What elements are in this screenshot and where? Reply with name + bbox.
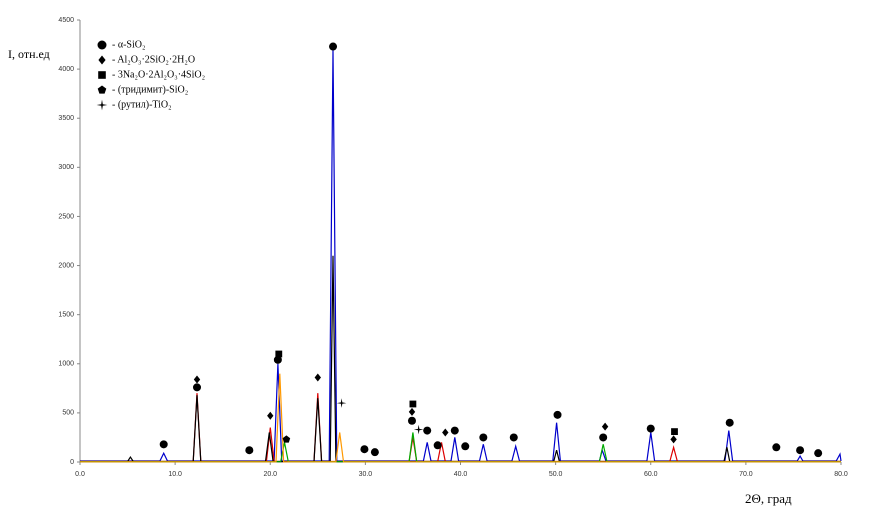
phase-marker (407, 416, 416, 425)
diffraction-trace (80, 255, 841, 463)
phase-marker (461, 442, 470, 451)
phase-marker (273, 355, 282, 364)
phase-marker (245, 446, 254, 455)
x-axis-label: 2Θ, град (745, 491, 792, 506)
phase-marker (423, 426, 432, 435)
phase-marker (442, 428, 449, 437)
phase-marker (282, 435, 291, 443)
phase-marker (275, 350, 283, 358)
y-tick-label: 2000 (58, 262, 74, 269)
x-tick-label: 10.0 (168, 471, 182, 478)
phase-marker (433, 441, 442, 450)
x-tick-label: 0.0 (75, 471, 85, 478)
phase-marker (479, 433, 488, 442)
y-tick-label: 3500 (58, 115, 74, 122)
phase-marker (772, 443, 781, 452)
phase-marker (796, 446, 805, 455)
y-tick-label: 4000 (58, 66, 74, 73)
phase-marker (670, 435, 677, 444)
y-tick-label: 0 (70, 459, 74, 466)
x-tick-label: 60.0 (644, 471, 658, 478)
legend-label: - Al₂O₃·2SiO₂·2H₂O (112, 54, 195, 65)
legend-symbol (98, 71, 106, 79)
x-tick-label: 50.0 (549, 471, 563, 478)
x-tick-label: 70.0 (739, 471, 753, 478)
phase-marker (336, 398, 347, 408)
x-tick-label: 80.0 (834, 471, 848, 478)
phase-marker (370, 448, 379, 457)
phase-marker (725, 418, 734, 427)
legend-label: - (рутил)-TiO₂ (112, 99, 172, 110)
phase-marker (267, 411, 274, 420)
phase-marker (360, 445, 369, 454)
phase-marker (450, 426, 459, 435)
x-tick-label: 20.0 (263, 471, 277, 478)
legend-label: - α-SiO₂ (112, 39, 145, 50)
phase-marker (814, 449, 823, 458)
phase-marker (193, 383, 202, 392)
phase-marker (329, 42, 338, 51)
phase-marker (599, 433, 608, 442)
y-axis-label: I, отн.ед (8, 47, 50, 61)
phase-marker (601, 422, 609, 431)
phase-marker (159, 440, 168, 449)
y-tick-label: 3000 (58, 164, 74, 171)
legend-label: - 3Na₂O·2Al₂O₃·4SiO₂ (112, 69, 205, 80)
phase-marker (413, 424, 424, 435)
phase-marker (408, 407, 416, 416)
phase-marker (509, 433, 518, 442)
legend-symbol (97, 40, 107, 50)
diffraction-trace (80, 373, 841, 463)
legend-symbol (96, 99, 108, 111)
y-tick-label: 2500 (58, 213, 74, 220)
legend-label: - (тридимит)-SiO₂ (112, 84, 188, 95)
phase-marker (553, 410, 562, 419)
x-tick-label: 30.0 (359, 471, 373, 478)
y-tick-label: 500 (62, 410, 74, 417)
phase-marker (671, 428, 678, 435)
x-tick-label: 40.0 (454, 471, 468, 478)
y-tick-label: 1500 (58, 312, 74, 319)
phase-marker (193, 375, 201, 384)
legend-symbol (98, 55, 106, 65)
diffraction-trace (80, 49, 842, 462)
legend-symbol (97, 85, 107, 94)
phase-marker (409, 400, 417, 408)
phase-marker (314, 373, 321, 382)
phase-marker (646, 424, 655, 433)
y-tick-label: 4500 (58, 17, 74, 24)
y-tick-label: 1000 (58, 361, 74, 368)
